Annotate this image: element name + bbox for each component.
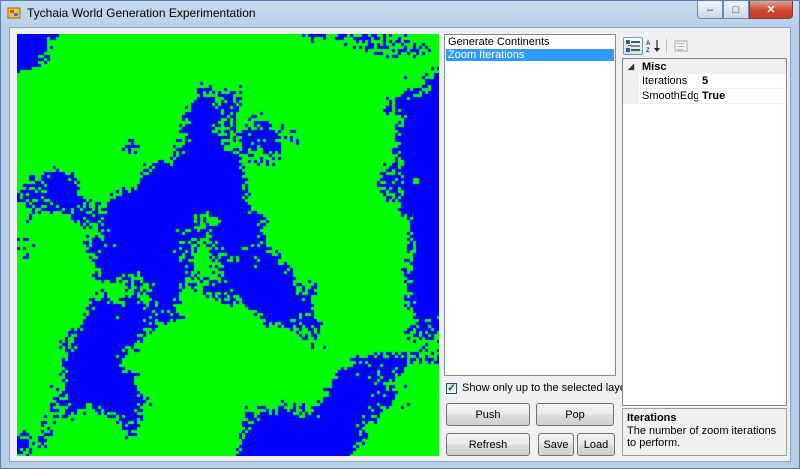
layer-item-zoom-iterations[interactable]: Zoom Iterations: [446, 49, 614, 61]
save-button[interactable]: Save: [538, 433, 574, 456]
minimize-button[interactable]: –: [697, 1, 723, 19]
close-icon: ✕: [766, 4, 776, 16]
layer-item-label: Zoom Iterations: [448, 49, 525, 61]
window-title: Tychaia World Generation Experimentation: [27, 6, 256, 20]
checkmark-icon: ✓: [447, 382, 456, 394]
push-button[interactable]: Push: [446, 403, 530, 426]
minimize-icon: –: [706, 3, 714, 16]
help-description: The number of zoom iterations to perform…: [627, 425, 777, 449]
show-selected-checkbox[interactable]: ✓: [446, 382, 457, 394]
svg-text:A: A: [646, 41, 651, 47]
row-margin: [623, 74, 639, 88]
property-pages-icon: [674, 40, 688, 52]
categorized-button[interactable]: [623, 37, 643, 55]
alphabetical-button[interactable]: A Z: [644, 37, 664, 55]
category-misc[interactable]: ◢ Misc: [623, 59, 786, 74]
property-value[interactable]: True: [702, 90, 726, 102]
world-map-preview[interactable]: [17, 34, 439, 456]
layer-item-generate-continents[interactable]: Generate Continents: [446, 36, 614, 48]
property-name: Iterations: [639, 74, 699, 88]
show-selected-label: Show only up to the selected layer.: [462, 382, 632, 394]
toolbar-separator: [666, 39, 667, 53]
property-row-smoothedges[interactable]: SmoothEdges True: [623, 89, 786, 104]
property-grid-toolbar: A Z: [622, 34, 787, 56]
show-selected-option[interactable]: ✓ Show only up to the selected layer.: [446, 382, 632, 394]
help-title: Iterations: [627, 412, 677, 424]
category-name: Misc: [642, 60, 667, 73]
client-area: Generate Continents Zoom Iterations ✓ Sh…: [9, 27, 791, 462]
load-button[interactable]: Load: [577, 433, 615, 456]
layer-list[interactable]: Generate Continents Zoom Iterations: [444, 34, 616, 376]
property-grid-body[interactable]: ◢ Misc Iterations 5 SmoothEdges True: [622, 58, 787, 406]
property-row-iterations[interactable]: Iterations 5: [623, 74, 786, 89]
property-grid: A Z ◢: [622, 34, 787, 406]
row-margin: [623, 89, 639, 103]
title-bar[interactable]: Tychaia World Generation Experimentation…: [1, 1, 799, 27]
pop-button[interactable]: Pop: [536, 403, 614, 426]
categorized-icon: [626, 40, 640, 52]
alphabetical-icon: A Z: [646, 40, 660, 53]
close-button[interactable]: ✕: [749, 1, 793, 19]
refresh-button[interactable]: Refresh: [446, 433, 530, 456]
layer-item-label: Generate Continents: [448, 36, 550, 48]
property-help-panel: Iterations The number of zoom iterations…: [622, 408, 787, 456]
property-pages-button[interactable]: [671, 37, 691, 55]
app-icon: [7, 7, 21, 19]
property-name: SmoothEdges: [639, 89, 699, 103]
maximize-icon: □: [732, 3, 740, 16]
property-value[interactable]: 5: [702, 75, 709, 87]
svg-text:Z: Z: [646, 48, 650, 53]
maximize-button[interactable]: □: [723, 1, 749, 19]
collapse-icon[interactable]: ◢: [627, 62, 635, 71]
